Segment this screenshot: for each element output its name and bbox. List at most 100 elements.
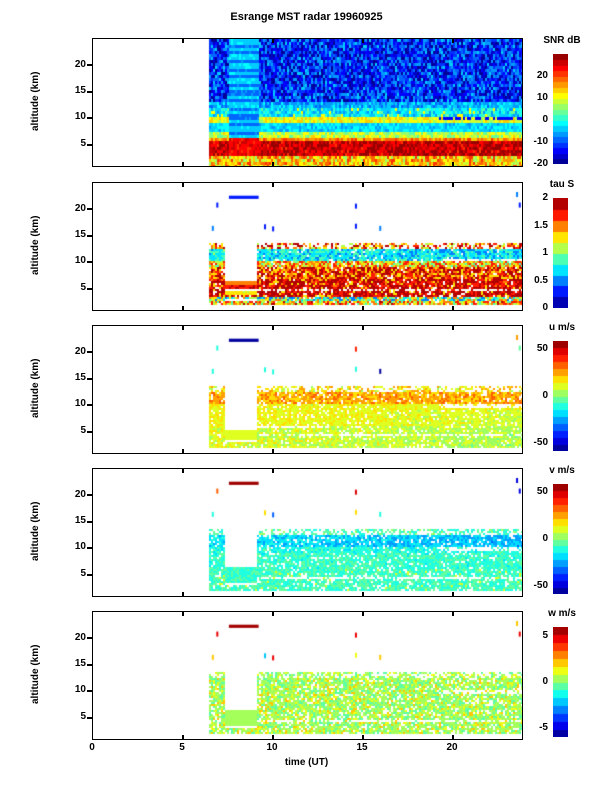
axis-tick-mark <box>452 39 455 43</box>
x-tick-label: 10 <box>266 742 278 753</box>
colorbar-u <box>553 341 568 451</box>
axis-tick-mark <box>87 377 92 380</box>
x-tick-label: 5 <box>179 742 185 753</box>
panel-u: altitude (km) 20 15 10 5 u m/s 50 0 -50 <box>0 322 612 454</box>
colorbar-tick-label: -5 <box>539 721 548 733</box>
y-tick-label: 10 <box>74 111 86 122</box>
colorbar-tick-label: 20 <box>536 70 548 81</box>
panel-v: altitude (km) 20 15 10 5 v m/s 50 0 -50 <box>0 465 612 597</box>
y-tick-label: 20 <box>74 203 86 214</box>
axis-tick-mark <box>87 520 92 523</box>
axis-tick-mark <box>87 716 92 719</box>
axis-tick-mark <box>272 592 275 596</box>
axis-tick-mark <box>87 234 92 237</box>
y-tick-label: 10 <box>74 255 86 266</box>
axis-tick-mark <box>362 592 365 596</box>
colorbar-snr <box>553 54 568 164</box>
axis-tick-mark <box>87 547 92 550</box>
axis-tick-mark <box>272 469 275 473</box>
x-tick-label: 0 <box>89 742 95 753</box>
plot-area-snr <box>92 38 523 167</box>
y-tick-label: 20 <box>74 489 86 500</box>
colorbar-label-tau: tau S <box>549 179 575 190</box>
y-tick-label: 20 <box>74 346 86 357</box>
axis-tick-mark <box>87 351 92 354</box>
axis-tick-mark <box>452 162 455 166</box>
plot-area-u <box>92 325 523 454</box>
colorbar-tick-label: 1 <box>542 247 548 258</box>
heatmap-canvas-snr <box>93 39 522 166</box>
axis-tick-mark <box>362 306 365 310</box>
colorbar-tick-label: 50 <box>536 485 548 497</box>
axis-tick-mark <box>452 735 455 739</box>
axis-tick-mark <box>87 208 92 211</box>
axis-tick-mark <box>272 306 275 310</box>
colorbar-tick-label: -10 <box>533 136 548 147</box>
axis-tick-mark <box>87 690 92 693</box>
y-tick-label: 10 <box>74 541 86 552</box>
x-tick-label: 20 <box>446 742 458 753</box>
axis-tick-mark <box>452 326 455 330</box>
colorbar-tick-label: -20 <box>533 158 548 169</box>
axis-tick-mark <box>182 162 184 166</box>
panel-snr: altitude (km) 20 15 10 5 SNR dB 20 10 0 … <box>0 35 612 169</box>
y-tick-label: 5 <box>80 138 86 149</box>
y-tick-label: 15 <box>74 372 86 383</box>
plot-area-w <box>92 611 523 740</box>
colorbar-v <box>553 484 568 594</box>
axis-tick-mark <box>362 162 365 166</box>
axis-tick-mark <box>182 612 184 616</box>
axis-tick-mark <box>182 39 184 43</box>
panel-w: altitude (km) 20 15 10 5 w m/s 5 0 -5 <box>0 608 612 740</box>
axis-tick-mark <box>452 469 455 473</box>
axis-tick-mark <box>182 326 184 330</box>
heatmap-canvas-tau <box>93 183 522 310</box>
y-axis-label: altitude (km) <box>30 644 41 705</box>
colorbar-tick-label: 2 <box>542 192 548 203</box>
axis-tick-mark <box>182 592 184 596</box>
axis-tick-mark <box>452 183 455 187</box>
y-tick-label: 5 <box>80 425 86 436</box>
colorbar-tick-label: 0.5 <box>534 274 548 286</box>
colorbar-tau <box>553 198 568 308</box>
axis-tick-mark <box>452 306 455 310</box>
colorbar-label-w: w m/s <box>548 608 576 619</box>
x-tick-label: 15 <box>356 742 368 753</box>
axis-tick-mark <box>272 612 275 616</box>
axis-tick-mark <box>272 162 275 166</box>
y-tick-label: 20 <box>74 632 86 643</box>
axis-tick-mark <box>87 64 92 67</box>
axis-tick-mark <box>272 449 275 453</box>
y-tick-label: 10 <box>74 398 86 409</box>
colorbar-w <box>553 627 568 737</box>
y-axis-label: altitude (km) <box>30 215 41 276</box>
colorbar-tick-label: 0 <box>542 114 548 125</box>
axis-tick-mark <box>362 735 365 739</box>
axis-tick-mark <box>272 183 275 187</box>
axis-tick-mark <box>87 90 92 93</box>
axis-tick-mark <box>87 261 92 264</box>
colorbar-label-u: u m/s <box>548 322 576 333</box>
x-axis-label: time (UT) <box>284 757 329 768</box>
y-tick-label: 5 <box>80 711 86 722</box>
axis-tick-mark <box>362 612 365 616</box>
y-axis-label: altitude (km) <box>30 358 41 419</box>
y-tick-label: 15 <box>74 658 86 669</box>
colorbar-tick-label: 10 <box>536 92 548 103</box>
colorbar-tick-label: 0 <box>542 533 548 544</box>
axis-tick-mark <box>182 735 184 739</box>
axis-tick-mark <box>362 326 365 330</box>
axis-tick-mark <box>87 404 92 407</box>
colorbar-tick-label: 0 <box>542 676 548 687</box>
axis-tick-mark <box>362 39 365 43</box>
plot-area-tau <box>92 182 523 311</box>
axis-tick-mark <box>182 449 184 453</box>
colorbar-tick-label: 1.5 <box>534 219 548 231</box>
y-tick-label: 10 <box>74 684 86 695</box>
heatmap-canvas-w <box>93 612 522 739</box>
axis-tick-mark <box>362 469 365 473</box>
axis-tick-mark <box>182 183 184 187</box>
axis-tick-mark <box>452 592 455 596</box>
panel-tau: altitude (km) 20 15 10 5 tau S 2 1.5 1 0… <box>0 179 612 313</box>
